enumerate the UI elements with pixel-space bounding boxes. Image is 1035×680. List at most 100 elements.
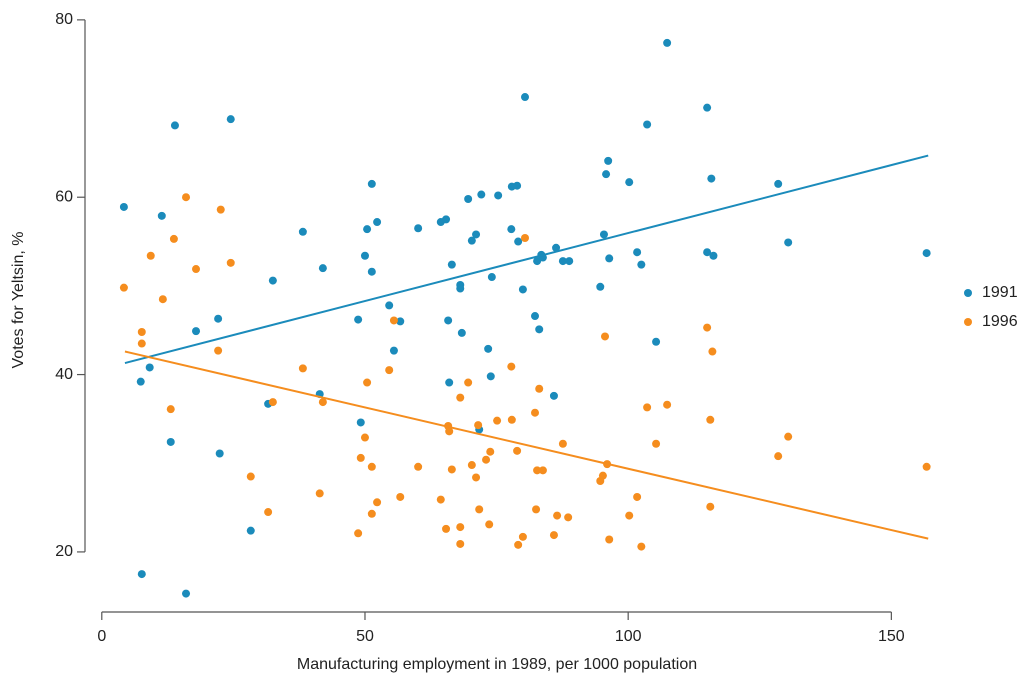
trend-line [124, 154, 929, 365]
point [774, 452, 783, 461]
y-tick-label: 20 [55, 543, 73, 560]
point [513, 181, 522, 190]
point [633, 492, 642, 501]
point [703, 248, 712, 257]
point [533, 257, 542, 266]
point [565, 257, 574, 266]
point [363, 378, 372, 387]
point [514, 237, 523, 246]
point [192, 265, 201, 274]
point [298, 227, 307, 236]
point [532, 505, 541, 514]
point [513, 446, 522, 455]
point [170, 121, 179, 130]
point [707, 174, 716, 183]
point [318, 264, 327, 273]
point [367, 267, 376, 276]
point [464, 378, 473, 387]
point [445, 378, 454, 387]
point [467, 236, 476, 245]
point [625, 511, 634, 520]
point [456, 539, 465, 548]
point [784, 432, 793, 441]
point [367, 179, 376, 188]
point [354, 529, 363, 538]
point [298, 364, 307, 373]
point [182, 589, 191, 598]
point [549, 531, 558, 540]
point [599, 230, 608, 239]
x-tick-label: 100 [615, 628, 642, 645]
point [246, 472, 255, 481]
point [922, 462, 931, 471]
point [477, 190, 486, 199]
point [472, 230, 481, 239]
point [268, 398, 277, 407]
point [663, 38, 672, 47]
point [596, 282, 605, 291]
point [137, 570, 146, 579]
point [774, 179, 783, 188]
point [264, 508, 273, 517]
point [558, 257, 567, 266]
point [482, 455, 491, 464]
point [456, 523, 465, 532]
point [146, 251, 155, 260]
point [396, 492, 405, 501]
legend-marker [964, 318, 972, 326]
point [637, 260, 646, 269]
point [373, 498, 382, 507]
point [535, 325, 544, 334]
point [564, 513, 573, 522]
point [652, 439, 661, 448]
point [396, 317, 405, 326]
point [226, 115, 235, 124]
point [475, 505, 484, 514]
point [226, 258, 235, 267]
point [192, 327, 201, 336]
point [531, 312, 540, 321]
point [485, 520, 494, 529]
point [922, 249, 931, 258]
point [246, 526, 255, 535]
point [633, 248, 642, 257]
point [447, 465, 456, 474]
point [507, 362, 516, 371]
y-tick-label: 60 [55, 188, 73, 205]
point [360, 433, 369, 442]
point [507, 415, 516, 424]
legend-marker [964, 289, 972, 297]
point [356, 453, 365, 462]
point [367, 462, 376, 471]
point [703, 323, 712, 332]
point [436, 495, 445, 504]
point [445, 427, 454, 436]
point [447, 260, 456, 269]
point [166, 405, 175, 414]
point [643, 403, 652, 412]
point [518, 532, 527, 541]
point [652, 337, 661, 346]
point [605, 254, 614, 263]
point [385, 366, 394, 375]
point [625, 178, 634, 187]
point [484, 344, 493, 353]
point [472, 473, 481, 482]
point [137, 328, 146, 337]
point [474, 421, 483, 430]
point [598, 471, 607, 480]
point [486, 447, 495, 456]
point [456, 393, 465, 402]
point [119, 202, 128, 211]
point [538, 466, 547, 475]
point [706, 415, 715, 424]
point [119, 283, 128, 292]
y-axis-label: Votes for Yeltsin, % [10, 232, 27, 369]
point [457, 328, 466, 337]
point [514, 540, 523, 549]
point [414, 462, 423, 471]
x-tick-label: 150 [878, 628, 905, 645]
point [518, 285, 527, 294]
trend-line [124, 350, 929, 540]
